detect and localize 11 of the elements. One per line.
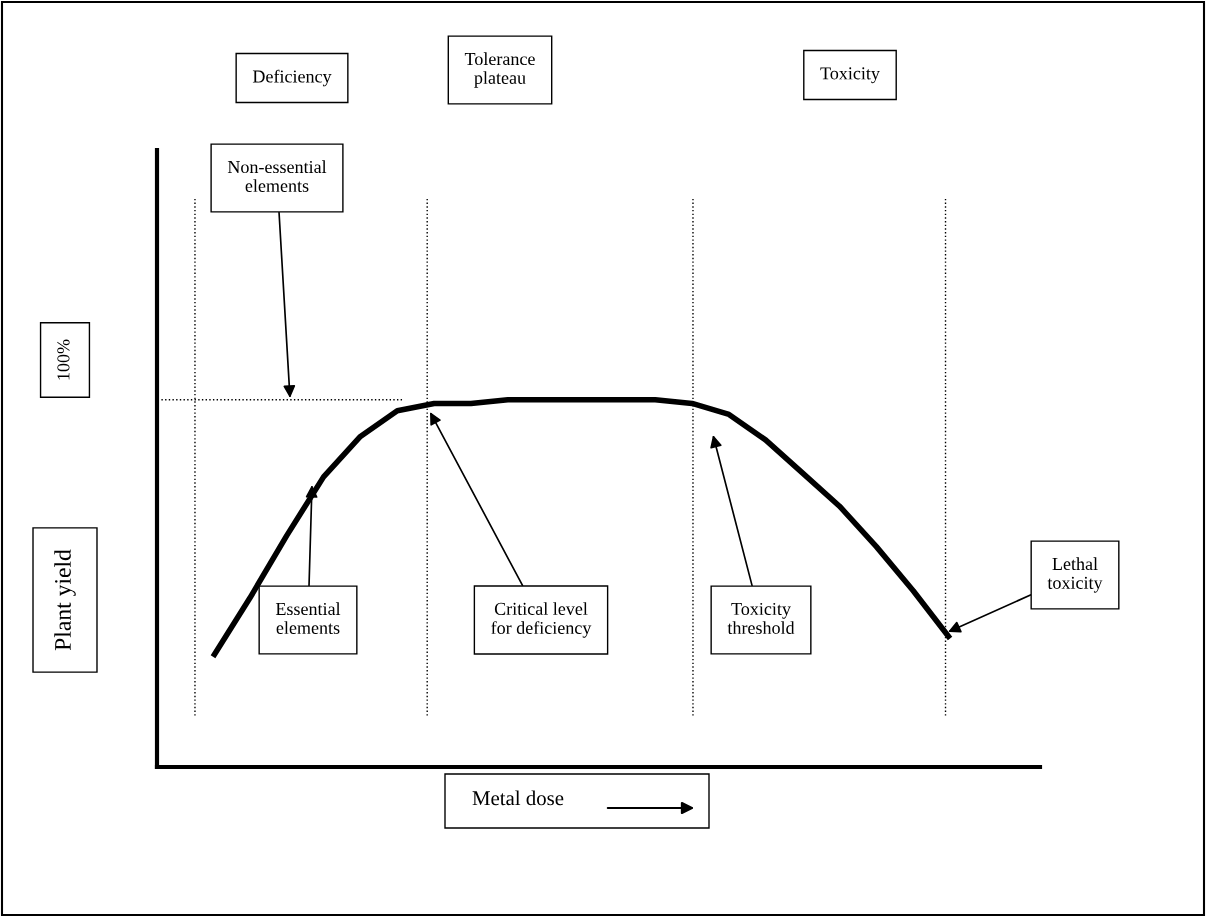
text: Toxicity [820,67,880,84]
text: 100% [57,339,70,380]
text: Tolerance plateau [464,52,535,88]
annotation: Critical level for deficiency [491,602,592,638]
text: Non-essential elements [227,160,327,192]
annotation: Toxicity threshold [727,602,795,634]
x-axis-title: Metal dose [472,790,564,806]
text: Deficiency [252,69,332,87]
text: Plant yield [54,549,76,651]
text: Lethal toxicity [1047,557,1103,593]
annotation: Essential elements [275,602,341,634]
